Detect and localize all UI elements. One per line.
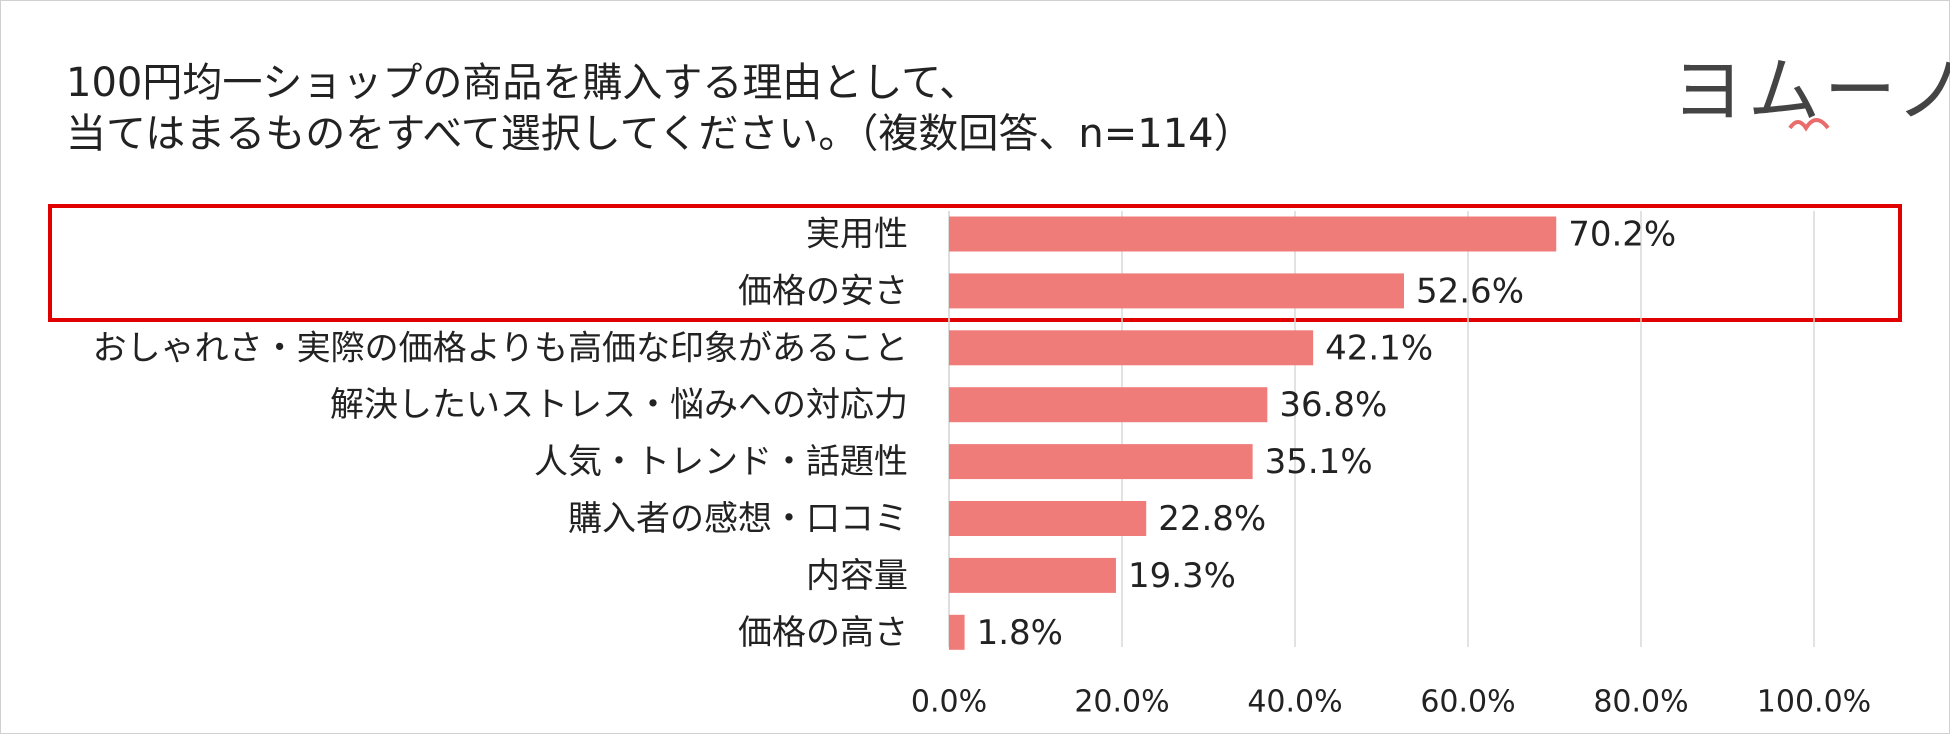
y-tick-label: 解決したいストレス・悩みへの対応力 [330,385,908,425]
bar [949,501,1147,536]
bar [949,216,1557,252]
x-tick-label: 60.0% [1420,685,1515,720]
x-tick-label: 100.0% [1757,685,1871,720]
y-tick-label: 価格の安さ [738,271,908,311]
x-tick-label: 40.0% [1247,685,1342,720]
value-label: 19.3% [1128,556,1236,596]
logo: ヨムーノ [1672,49,1950,133]
value-label: 42.1% [1325,328,1433,368]
value-label: 70.2% [1568,215,1676,255]
highlight-box [48,204,1902,322]
y-tick-label: 人気・トレンド・話題性 [534,442,908,482]
bar [949,444,1253,480]
bar [949,330,1314,366]
y-tick-label: 実用性 [806,215,908,255]
chart-title: 当てはまるものをすべて選択してください。（複数回答、n=114） [66,111,1254,157]
y-tick-label: 購入者の感想・口コミ [568,499,908,539]
value-label: 36.8% [1279,385,1387,425]
value-label: 22.8% [1158,499,1266,539]
bar [949,387,1268,423]
bar [949,273,1404,309]
y-tick-label: 内容量 [806,556,908,596]
chart-title: 100円均一ショップの商品を購入する理由として、 [66,60,979,106]
x-tick-label: 80.0% [1593,685,1688,720]
bar [949,557,1116,593]
value-label: 1.8% [977,613,1063,653]
y-tick-label: おしゃれさ・実際の価格よりも高価な印象があること [93,328,908,368]
value-label: 52.6% [1416,271,1524,311]
value-label: 35.1% [1265,442,1373,482]
y-tick-label: 価格の高さ [738,613,908,653]
bar [949,614,965,650]
x-tick-label: 0.0% [911,685,987,720]
logo-accent [1788,118,1830,132]
x-tick-label: 20.0% [1074,685,1169,720]
